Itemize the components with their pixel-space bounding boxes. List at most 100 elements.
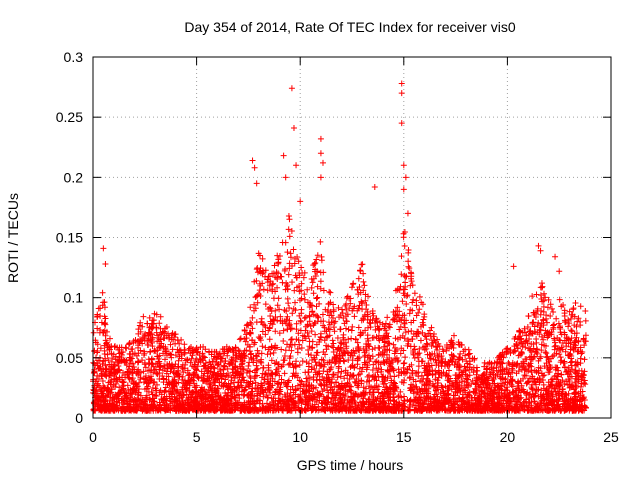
data-point	[216, 379, 223, 386]
data-point	[383, 351, 390, 358]
data-point	[363, 366, 370, 373]
data-point	[538, 284, 545, 291]
data-point	[294, 374, 301, 381]
data-point	[317, 238, 324, 245]
data-point	[409, 282, 416, 289]
data-point	[254, 299, 261, 306]
data-point	[283, 280, 290, 287]
data-point	[540, 303, 547, 310]
data-point	[289, 373, 296, 380]
data-point	[527, 402, 534, 409]
data-point	[222, 376, 229, 383]
data-point	[369, 367, 376, 374]
data-point	[519, 343, 526, 350]
data-point	[559, 377, 566, 384]
data-point	[413, 370, 420, 377]
data-point	[326, 312, 333, 319]
data-point	[346, 295, 353, 302]
data-points	[90, 80, 590, 414]
data-point	[98, 370, 105, 377]
data-point	[326, 326, 333, 333]
data-point	[415, 309, 422, 316]
data-point	[375, 359, 382, 366]
data-point	[157, 363, 164, 370]
data-point	[90, 329, 97, 336]
data-point	[313, 295, 320, 302]
data-point	[313, 349, 320, 356]
data-point	[292, 299, 299, 306]
data-point	[371, 376, 378, 383]
data-point	[321, 337, 328, 344]
data-point	[540, 316, 547, 323]
data-point	[306, 312, 313, 319]
data-point	[561, 307, 568, 314]
data-point	[360, 287, 367, 294]
data-point	[528, 349, 535, 356]
data-point	[104, 351, 111, 358]
data-point	[391, 373, 398, 380]
data-point	[384, 342, 391, 349]
data-point	[249, 314, 256, 321]
data-point	[427, 333, 434, 340]
data-point	[337, 326, 344, 333]
data-point	[318, 257, 325, 264]
data-point	[259, 343, 266, 350]
data-point	[133, 370, 140, 377]
data-point	[274, 252, 281, 259]
data-point	[188, 344, 195, 351]
data-point	[262, 301, 269, 308]
data-point	[256, 287, 263, 294]
data-point	[416, 293, 423, 300]
data-point	[505, 391, 512, 398]
data-point	[401, 242, 408, 249]
data-point	[313, 303, 320, 310]
data-point	[548, 305, 555, 312]
data-point	[551, 343, 558, 350]
data-point	[224, 352, 231, 359]
data-point	[512, 348, 519, 355]
data-point	[286, 233, 293, 240]
data-point	[292, 370, 299, 377]
data-point	[298, 344, 305, 351]
data-point	[229, 369, 236, 376]
data-point	[544, 353, 551, 360]
data-point	[265, 381, 272, 388]
data-point	[142, 376, 149, 383]
data-point	[573, 334, 580, 341]
data-point	[400, 290, 407, 297]
data-point	[271, 360, 278, 367]
data-point	[341, 375, 348, 382]
data-point	[281, 370, 288, 377]
data-point	[358, 261, 365, 268]
data-point	[231, 375, 238, 382]
data-point	[280, 337, 287, 344]
data-point	[556, 324, 563, 331]
data-point	[526, 362, 533, 369]
data-point	[277, 273, 284, 280]
data-point	[426, 367, 433, 374]
data-point	[285, 213, 292, 220]
data-point	[348, 284, 355, 291]
data-point	[540, 322, 547, 329]
data-point	[175, 357, 182, 364]
data-point	[290, 246, 297, 253]
data-point	[324, 371, 331, 378]
data-point	[314, 252, 321, 259]
data-point	[274, 302, 281, 309]
data-point	[154, 371, 161, 378]
data-point	[405, 258, 412, 265]
data-point	[526, 354, 533, 361]
data-point	[317, 380, 324, 387]
data-point	[285, 226, 292, 233]
data-point	[369, 346, 376, 353]
data-point	[484, 361, 491, 368]
data-point	[301, 315, 308, 322]
data-point	[370, 361, 377, 368]
data-point	[139, 323, 146, 330]
data-point	[572, 299, 579, 306]
data-point	[572, 344, 579, 351]
data-point	[355, 275, 362, 282]
data-point	[169, 330, 176, 337]
data-point	[269, 382, 276, 389]
data-point	[301, 291, 308, 298]
